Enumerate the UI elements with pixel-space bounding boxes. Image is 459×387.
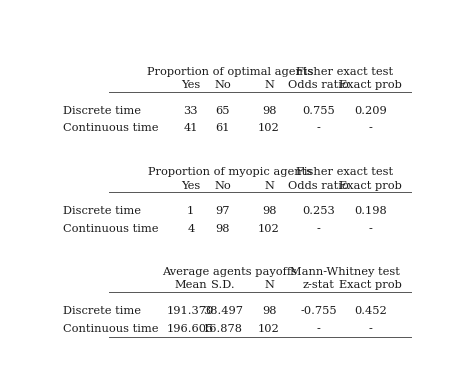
Text: 0.198: 0.198 [354, 206, 387, 216]
Text: -: - [369, 123, 372, 134]
Text: -: - [317, 324, 321, 334]
Text: 16.878: 16.878 [203, 324, 243, 334]
Text: -: - [317, 224, 321, 234]
Text: Average agents payoffs: Average agents payoffs [162, 267, 297, 277]
Text: 102: 102 [258, 224, 280, 234]
Text: Mann-Whitney test: Mann-Whitney test [290, 267, 400, 277]
Text: Yes: Yes [181, 181, 201, 191]
Text: -: - [317, 123, 321, 134]
Text: 33: 33 [184, 106, 198, 115]
Text: 0.209: 0.209 [354, 106, 387, 115]
Text: Continuous time: Continuous time [63, 224, 158, 234]
Text: 41: 41 [184, 123, 198, 134]
Text: Exact prob: Exact prob [339, 80, 402, 90]
Text: 98: 98 [216, 224, 230, 234]
Text: Discrete time: Discrete time [63, 106, 141, 115]
Text: Odds ratio: Odds ratio [288, 181, 349, 191]
Text: 0.755: 0.755 [302, 106, 335, 115]
Text: Fisher exact test: Fisher exact test [296, 167, 393, 177]
Text: Fisher exact test: Fisher exact test [296, 67, 393, 77]
Text: 102: 102 [258, 324, 280, 334]
Text: -0.755: -0.755 [301, 306, 337, 316]
Text: 98: 98 [262, 306, 276, 316]
Text: 98: 98 [262, 106, 276, 115]
Text: No: No [214, 80, 231, 90]
Text: Proportion of optimal agents: Proportion of optimal agents [147, 67, 313, 77]
Text: 4: 4 [187, 224, 195, 234]
Text: 97: 97 [216, 206, 230, 216]
Text: Discrete time: Discrete time [63, 206, 141, 216]
Text: 196.605: 196.605 [167, 324, 214, 334]
Text: Exact prob: Exact prob [339, 281, 402, 290]
Text: 191.370: 191.370 [167, 306, 214, 316]
Text: 98: 98 [262, 206, 276, 216]
Text: 65: 65 [216, 106, 230, 115]
Text: -: - [369, 324, 372, 334]
Text: 61: 61 [216, 123, 230, 134]
Text: 1: 1 [187, 206, 195, 216]
Text: 0.452: 0.452 [354, 306, 387, 316]
Text: N: N [264, 181, 274, 191]
Text: N: N [264, 281, 274, 290]
Text: 38.497: 38.497 [203, 306, 243, 316]
Text: 0.253: 0.253 [302, 206, 335, 216]
Text: Discrete time: Discrete time [63, 306, 141, 316]
Text: No: No [214, 181, 231, 191]
Text: Continuous time: Continuous time [63, 324, 158, 334]
Text: z-stat: z-stat [303, 281, 335, 290]
Text: 102: 102 [258, 123, 280, 134]
Text: Continuous time: Continuous time [63, 123, 158, 134]
Text: -: - [369, 224, 372, 234]
Text: Exact prob: Exact prob [339, 181, 402, 191]
Text: Yes: Yes [181, 80, 201, 90]
Text: N: N [264, 80, 274, 90]
Text: Proportion of myopic agents: Proportion of myopic agents [148, 167, 312, 177]
Text: Mean: Mean [174, 281, 207, 290]
Text: Odds ratio: Odds ratio [288, 80, 349, 90]
Text: S.D.: S.D. [211, 281, 235, 290]
